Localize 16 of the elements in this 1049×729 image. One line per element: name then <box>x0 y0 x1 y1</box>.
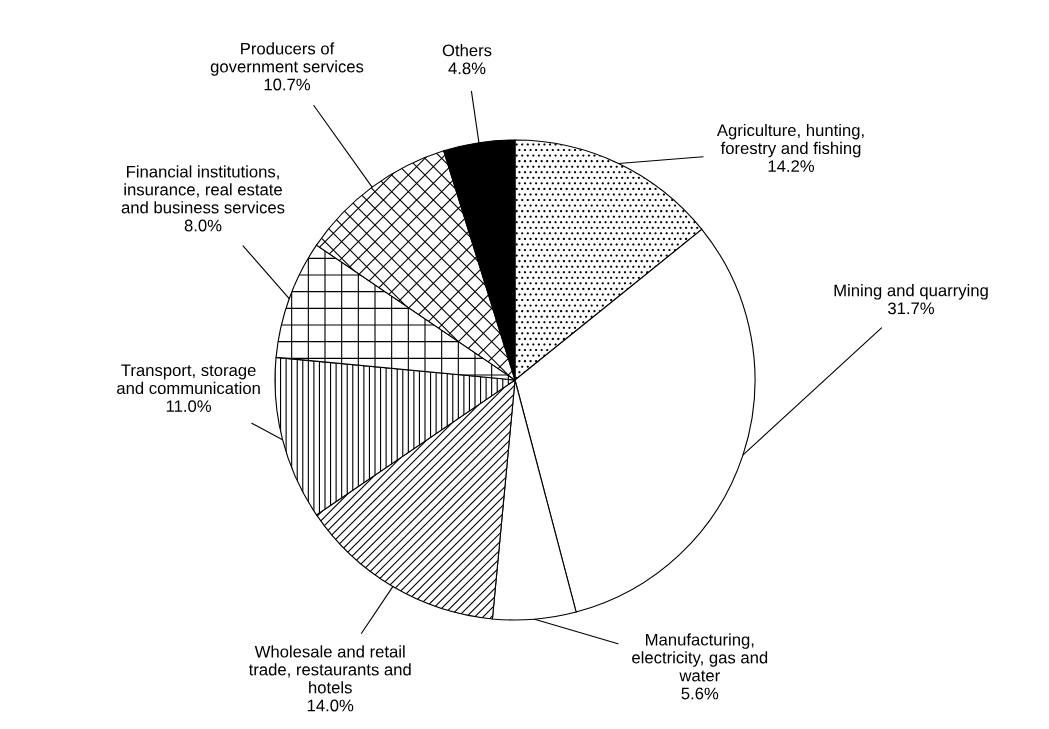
slice-label: Mining and quarrying <box>834 284 988 300</box>
data-label: 14.2% <box>768 160 815 172</box>
data-label: 31.7% <box>888 302 935 315</box>
slice-label: Others <box>442 44 492 57</box>
data-label: 11.0% <box>166 400 212 413</box>
data-label: 14.0% <box>307 699 354 712</box>
slice-label: Wholesale and retail trade, restaurants and hotels <box>248 645 411 694</box>
slice-label: Producers of government services <box>210 42 364 76</box>
slice-label: Transport, storage and communication <box>117 364 260 395</box>
slice-label: Financial institutions, insurance, real estate and business services <box>121 165 285 214</box>
slice-label: Manufacturing, electricity, gas and water <box>632 633 768 682</box>
data-label: 8.0% <box>184 219 222 232</box>
data-label: 10.7% <box>264 78 311 91</box>
slice-label: Agriculture, hunting, forestry and fishing <box>716 123 864 158</box>
data-label: 4.8% <box>448 62 486 75</box>
data-label: 5.6% <box>681 687 719 700</box>
